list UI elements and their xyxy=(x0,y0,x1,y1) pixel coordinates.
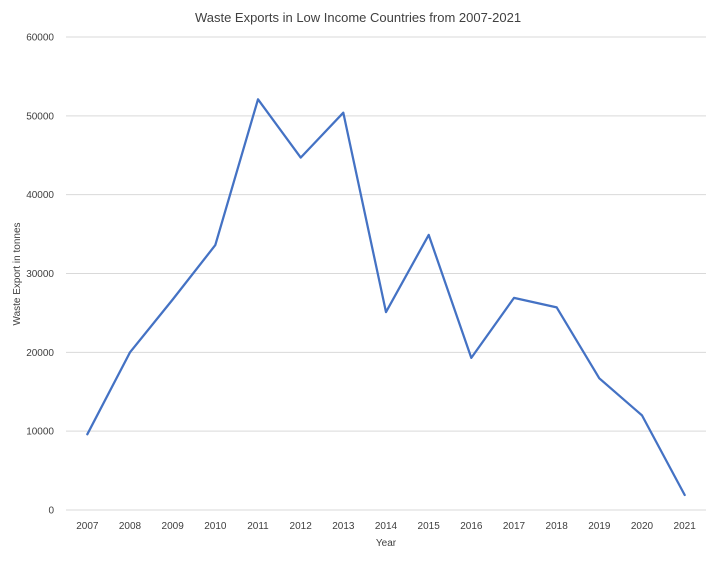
y-axis-ticks: 0 10000 20000 30000 40000 50000 60000 xyxy=(26,33,54,517)
y-tick-label: 30000 xyxy=(26,269,54,280)
x-tick-label: 2016 xyxy=(460,521,483,532)
x-tick-label: 2013 xyxy=(332,521,355,532)
y-tick-label: 40000 xyxy=(26,190,54,201)
gridlines xyxy=(66,37,706,510)
x-tick-label: 2011 xyxy=(247,521,269,532)
x-axis-ticks: 2007 2008 2009 2010 2011 2012 2013 2014 2015 2016… xyxy=(76,521,696,532)
y-axis-label: Waste Export in tonnes xyxy=(12,222,23,325)
y-tick-label: 20000 xyxy=(26,348,54,359)
x-tick-label: 2020 xyxy=(631,521,654,532)
x-tick-label: 2019 xyxy=(588,521,611,532)
series-lines xyxy=(87,99,684,495)
x-tick-label: 2012 xyxy=(290,521,313,532)
y-tick-label: 10000 xyxy=(26,427,54,438)
x-tick-label: 2017 xyxy=(503,521,526,532)
series-line-0 xyxy=(87,99,684,495)
x-tick-label: 2010 xyxy=(204,521,227,532)
y-tick-label: 50000 xyxy=(26,111,54,122)
x-tick-label: 2015 xyxy=(418,521,441,532)
x-tick-label: 2007 xyxy=(76,521,99,532)
y-tick-label: 60000 xyxy=(26,33,54,44)
x-axis-label: Year xyxy=(376,538,397,549)
x-tick-label: 2018 xyxy=(546,521,569,532)
x-tick-label: 2014 xyxy=(375,521,398,532)
x-tick-label: 2021 xyxy=(674,521,697,532)
y-tick-label: 0 xyxy=(48,506,54,517)
x-tick-label: 2009 xyxy=(162,521,185,532)
chart-title: Waste Exports in Low Income Countries fr… xyxy=(195,10,521,25)
x-tick-label: 2008 xyxy=(119,521,142,532)
